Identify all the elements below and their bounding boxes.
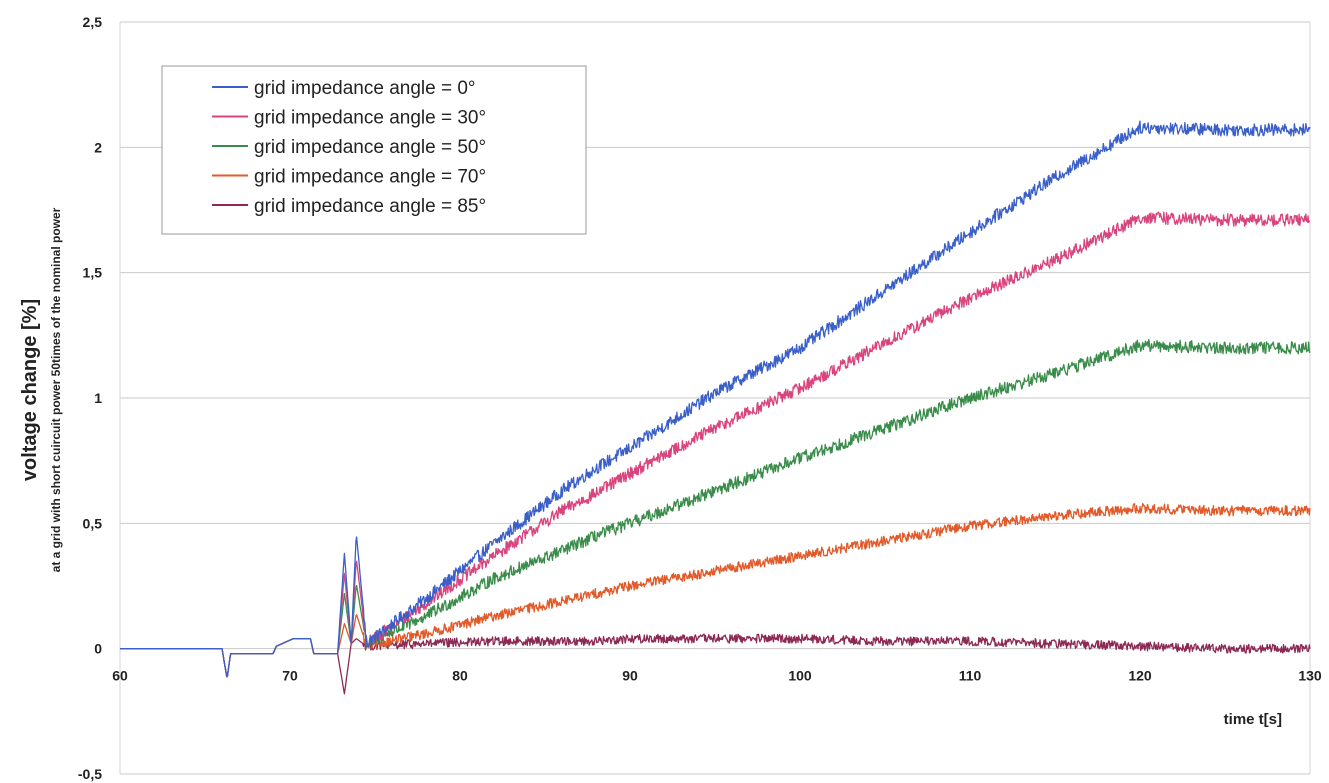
y-tick-labels: -0,5 0 0,5 1 1,5 2 2,5 — [78, 14, 102, 782]
legend: grid impedance angle = 0° grid impedance … — [161, 65, 587, 235]
legend-label-2: grid impedance angle = 50° — [254, 137, 486, 158]
y-tick-label: 1,5 — [83, 265, 103, 281]
y-tick-label: -0,5 — [78, 766, 102, 782]
x-tick-label: 90 — [622, 668, 638, 684]
x-tick-labels: 60 70 80 90 100 110 120 130 — [112, 668, 1322, 684]
x-axis-label: time t[s] — [1224, 711, 1282, 728]
x-tick-label: 100 — [788, 668, 812, 684]
x-tick-label: 120 — [1128, 668, 1152, 684]
x-tick-label: 60 — [112, 668, 128, 684]
legend-label-4: grid impedance angle = 85° — [254, 196, 486, 217]
y-tick-label: 2,5 — [83, 14, 103, 30]
y-tick-label: 0 — [94, 641, 102, 657]
y-tick-label: 2 — [94, 139, 102, 155]
series-line-0 — [120, 120, 1311, 678]
x-tick-label: 130 — [1298, 668, 1322, 684]
y-axis-label: voltage change [%] — [19, 299, 41, 481]
x-tick-label: 110 — [959, 668, 982, 684]
legend-label-3: grid impedance angle = 70° — [254, 167, 486, 188]
x-tick-label: 70 — [282, 668, 298, 684]
x-tick-label: 80 — [452, 668, 468, 684]
legend-label-1: grid impedance angle = 30° — [254, 108, 486, 129]
y-axis-sublabel: at a grid with short cuircuit power 50ti… — [49, 207, 63, 572]
series-lines — [120, 120, 1311, 695]
legend-label-0: grid impedance angle = 0° — [254, 78, 476, 99]
grid-lines — [119, 21, 1311, 775]
y-tick-label: 1 — [94, 390, 102, 406]
y-tick-label: 0,5 — [83, 515, 103, 531]
